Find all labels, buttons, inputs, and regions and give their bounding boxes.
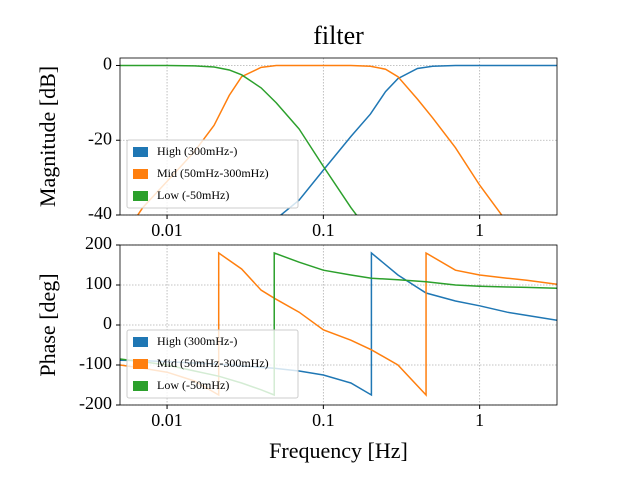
axes-frame — [119, 244, 558, 406]
y-axis-label: Phase [deg] — [35, 273, 60, 376]
y-tick-label: 0 — [103, 313, 112, 333]
legend-label: High (300mHz-) — [157, 144, 237, 158]
x-tick-label: 1 — [475, 220, 484, 240]
series-line — [279, 64, 557, 215]
x-axis-label: Frequency [Hz] — [269, 438, 408, 463]
legend-label: Mid (50mHz-300mHz) — [157, 166, 269, 180]
legend-swatch — [133, 381, 148, 391]
axes-frame — [119, 57, 558, 216]
legend-label: Low (-50mHz) — [157, 378, 229, 392]
legend-label: Low (-50mHz) — [157, 188, 229, 202]
legend-swatch — [133, 337, 148, 347]
legend-swatch — [133, 191, 148, 201]
x-tick-label: 0.01 — [151, 410, 183, 430]
y-tick-label: 200 — [85, 233, 112, 253]
legend-box — [126, 139, 299, 209]
series-line — [136, 64, 503, 215]
legend-swatch — [133, 169, 148, 179]
y-tick-label: 100 — [85, 273, 112, 293]
y-tick-label: -100 — [79, 353, 112, 373]
legend-swatch — [133, 359, 148, 369]
y-tick-label: -20 — [88, 128, 112, 148]
series-line — [120, 64, 358, 215]
y-axis-label: Magnitude [dB] — [35, 66, 60, 207]
plot-area — [120, 64, 557, 215]
y-tick-label: -200 — [79, 393, 112, 413]
legend-label: High (300mHz-) — [157, 334, 237, 348]
x-tick-label: 0.1 — [312, 410, 335, 430]
legend-swatch — [133, 147, 148, 157]
x-tick-label: 0.01 — [151, 220, 183, 240]
y-tick-label: 0 — [103, 54, 112, 74]
x-tick-label: 0.1 — [312, 220, 335, 240]
legend-box — [126, 329, 299, 399]
y-tick-label: -40 — [88, 203, 112, 223]
legend-label: Mid (50mHz-300mHz) — [157, 356, 269, 370]
x-tick-label: 1 — [475, 410, 484, 430]
chart-title: filter — [313, 21, 364, 50]
